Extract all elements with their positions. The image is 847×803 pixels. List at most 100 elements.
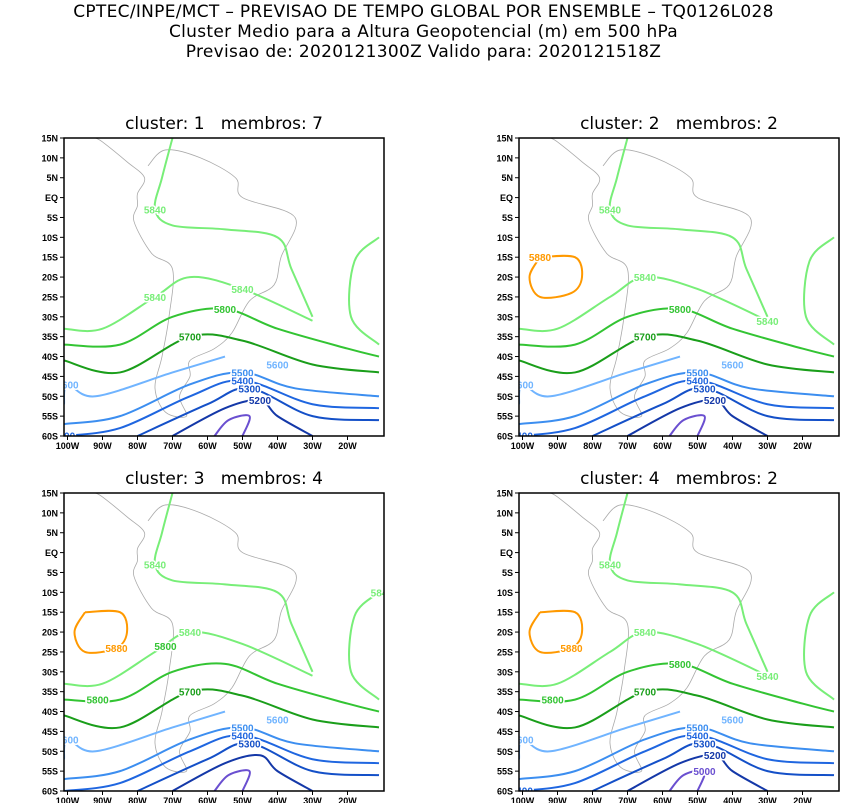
- contour-5300: [137, 387, 380, 436]
- contour-5880: [528, 254, 584, 299]
- lat-tick-label: 10S: [42, 233, 58, 243]
- lat-tick-label: 10S: [497, 588, 513, 598]
- lat-tick-label: 40S: [42, 352, 58, 362]
- contour-label: 5300: [238, 384, 261, 395]
- lat-tick-label: 25S: [42, 647, 58, 657]
- lon-tick-label: 20W: [338, 441, 357, 451]
- contour-label: 5840: [599, 561, 622, 572]
- lat-tick-label: 15S: [42, 608, 58, 618]
- lat-tick-label: 45S: [42, 727, 58, 737]
- contour-5840: [153, 493, 314, 673]
- lat-tick-label: 10N: [496, 508, 513, 518]
- contour-5300: [592, 742, 835, 791]
- contour-label: 5800: [214, 305, 237, 316]
- lon-tick-label: 40W: [268, 441, 287, 451]
- lat-tick-label: 10S: [497, 233, 513, 243]
- coastline: [550, 138, 752, 418]
- lat-tick-label: 5S: [502, 213, 513, 223]
- contour-label: 5400: [511, 432, 534, 443]
- lat-tick-label: 45S: [497, 727, 513, 737]
- contour-5840: [519, 275, 768, 333]
- contour-5880: [73, 609, 129, 654]
- contour-label: 5700: [179, 688, 202, 699]
- map-frame: [63, 137, 385, 437]
- lat-tick-label: 20S: [497, 628, 513, 638]
- contour-label: 5300: [238, 739, 261, 750]
- contour-label: 5500: [686, 723, 709, 734]
- lat-tick-label: 15S: [497, 608, 513, 618]
- lon-tick-label: 40W: [268, 796, 287, 803]
- lon-tick-label: 70W: [163, 441, 182, 451]
- map-panel-2: 5840584058405800570056005600550054005300…: [496, 134, 840, 451]
- lat-tick-label: 60S: [42, 432, 58, 442]
- contour-label: 5600: [721, 715, 744, 726]
- contour-label: 5600: [56, 380, 79, 391]
- contour-label: 5600: [721, 360, 744, 371]
- contour-label: 5800: [541, 696, 564, 707]
- contour-5700: [519, 688, 835, 730]
- contour-5600: [64, 710, 226, 760]
- lat-tick-label: EQ: [500, 548, 513, 558]
- figure-title: CPTEC/INPE/MCT – PREVISAO DE TEMPO GLOBA…: [73, 2, 774, 22]
- lat-tick-label: 25S: [497, 292, 513, 302]
- contour-5880: [528, 609, 584, 654]
- lon-tick-label: 100W: [511, 441, 535, 451]
- contour-5600: [519, 355, 681, 405]
- contour-5400: [519, 734, 835, 791]
- contour-5400: [519, 379, 835, 436]
- contour-label: 5600: [511, 735, 534, 746]
- contour-label: 5600: [511, 380, 534, 391]
- lat-tick-label: 15S: [42, 253, 58, 263]
- lon-tick-label: 20W: [793, 441, 812, 451]
- contour-5840: [64, 630, 313, 688]
- lat-tick-label: 60S: [497, 432, 513, 442]
- lat-tick-label: 45S: [497, 372, 513, 382]
- contour-label: 5840: [634, 628, 657, 639]
- lon-tick-label: 50W: [688, 796, 707, 803]
- contour-5840: [64, 275, 313, 333]
- contour-5800: [64, 662, 380, 713]
- lat-tick-label: 40S: [497, 352, 513, 362]
- lon-tick-label: 70W: [618, 441, 637, 451]
- contour-label: 5400: [686, 731, 709, 742]
- contour-label: 5500: [231, 368, 254, 379]
- contour-label: 5840: [144, 206, 167, 217]
- lat-tick-label: 5N: [46, 528, 58, 538]
- contour-5300: [137, 742, 380, 791]
- contour-label: 5800: [669, 660, 692, 671]
- panel-1-title: cluster: 1 membros: 7: [125, 114, 323, 134]
- lat-tick-label: 5N: [46, 173, 58, 183]
- panel-4-title: cluster: 4 membros: 2: [580, 469, 778, 489]
- contour-5600: [64, 355, 226, 405]
- contour-label: 5400: [231, 376, 254, 387]
- lon-tick-label: 80W: [128, 796, 147, 803]
- lat-tick-label: 15N: [41, 489, 58, 499]
- contour-label: 5840: [144, 293, 167, 304]
- lon-tick-label: 60W: [653, 796, 672, 803]
- contour-label: 5300: [693, 739, 716, 750]
- coastline: [95, 493, 297, 773]
- contour-label: 5600: [56, 735, 79, 746]
- lat-tick-label: 35S: [42, 687, 58, 697]
- lon-tick-label: 100W: [56, 796, 80, 803]
- contour-5700: [519, 333, 835, 375]
- lat-tick-label: 30S: [42, 667, 58, 677]
- lat-tick-label: 5S: [502, 568, 513, 578]
- lat-tick-label: 50S: [497, 747, 513, 757]
- lat-tick-label: 35S: [42, 332, 58, 342]
- lat-tick-label: EQ: [45, 193, 58, 203]
- lon-tick-label: 50W: [233, 796, 252, 803]
- contour-5200: [627, 398, 768, 436]
- contour-label: 5600: [266, 715, 289, 726]
- lat-tick-label: 10S: [42, 588, 58, 598]
- lon-tick-label: 100W: [56, 441, 80, 451]
- contour-5500: [519, 371, 835, 426]
- lon-tick-label: 70W: [163, 796, 182, 803]
- lon-tick-label: 90W: [93, 796, 112, 803]
- contour-label: 5400: [686, 376, 709, 387]
- contour-label: 5800: [86, 696, 109, 707]
- lon-tick-label: 50W: [688, 441, 707, 451]
- contour-5100: [213, 414, 251, 436]
- contour-label: 5500: [231, 723, 254, 734]
